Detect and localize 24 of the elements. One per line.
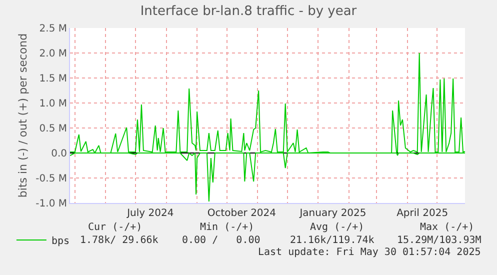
x-tick-label: January 2025 (298, 208, 366, 219)
y-tick-label: 1.0 M (39, 98, 67, 110)
y-tick-label: 0.0 (51, 148, 67, 160)
text: Last update: Fri May 30 01:57:04 2025 (258, 247, 481, 258)
chart-title: Interface br-lan.8 traffic - by year (140, 4, 358, 20)
legend-label: bps (51, 236, 70, 247)
text: Max (-/+) (420, 222, 474, 233)
x-tick-label: October 2024 (207, 208, 276, 219)
y-tick-label: -0.5 M (36, 174, 67, 184)
y-axis-title: bits in (-) / out (+) per second (16, 33, 30, 198)
text: 21.16k/119.74k (290, 235, 374, 246)
y-tick-label: 1.5 M (39, 74, 67, 84)
x-tick-label: July 2024 (126, 208, 174, 219)
text: Cur (-/+) (88, 222, 142, 233)
y-tick-label: 2.5 M (39, 24, 67, 34)
text: 15.29M/103.93M (397, 235, 482, 246)
y-tick-label: 0.5 M (39, 124, 67, 134)
text: Avg (-/+) (310, 222, 364, 233)
x-tick-label: April 2025 (396, 208, 448, 219)
y-tick-label: -1.0 M (36, 198, 67, 210)
text: 1.78k/ 29.66k (80, 235, 158, 246)
text: Min (-/+) (200, 222, 254, 233)
y-tick-label: 2.0 M (39, 48, 67, 60)
text: 0.00 / 0.00 (182, 235, 260, 246)
